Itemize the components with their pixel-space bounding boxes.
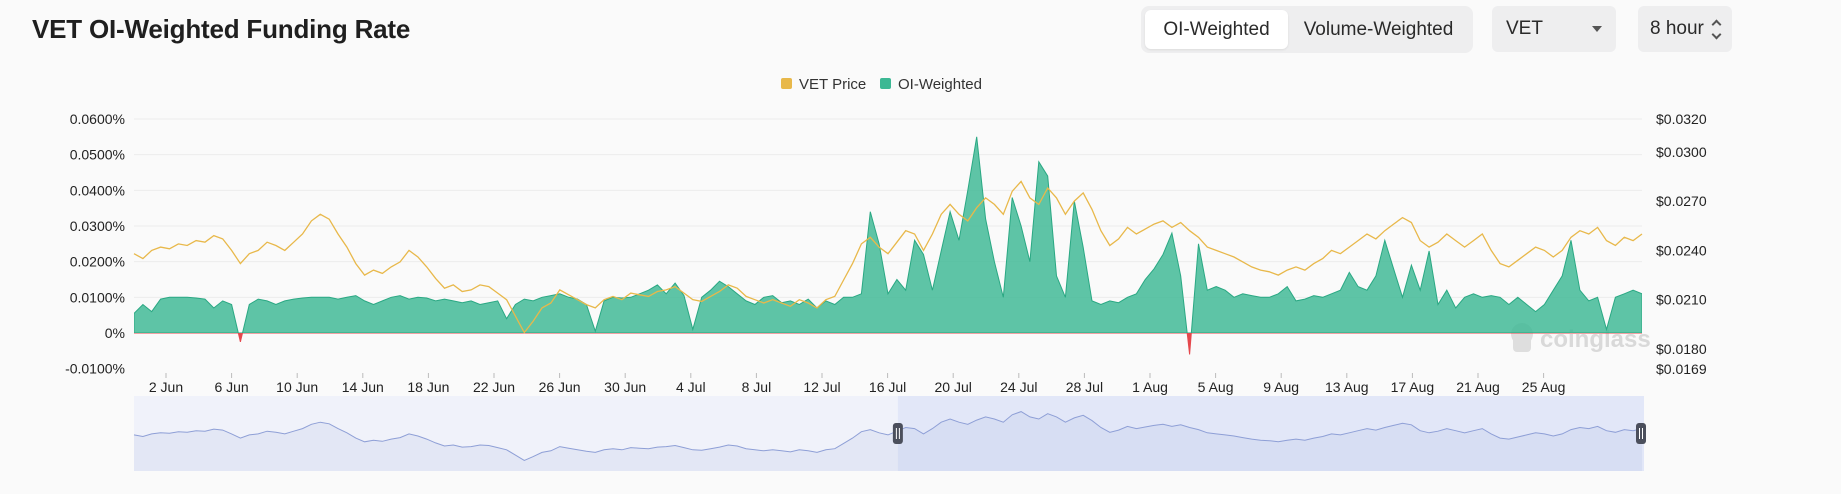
legend: VET Price OI-Weighted [781,76,982,93]
coinglass-logo-body [1513,336,1531,352]
coin-select-value: VET [1506,18,1543,39]
x-tick-label: 2 Jun [149,379,183,395]
legend-swatch-oi-weighted[interactable] [880,78,891,89]
x-tick-label: 10 Jun [276,379,318,395]
y-left-tick-label: 0.0500% [70,147,125,163]
navigator-left-handle[interactable] [892,423,903,444]
x-axis: 2 Jun 6 Jun 10 Jun 14 Jun 18 Jun 22 Jun 26 Jun… [149,373,1566,395]
navigator-price-line [133,411,1643,461]
weighting-toggle: OI-Weighted Volume-Weighted [1141,6,1473,53]
x-tick-label: 18 Jun [407,379,449,395]
y-right-tick-label: $0.0300 [1656,144,1707,160]
legend-swatch-price[interactable] [781,78,792,89]
y-left-tick-label: 0.0300% [70,218,125,234]
y-axis-right: $0.0320 $0.0300 $0.0270 $0.0240 $0.0210 $0.01… [1656,111,1707,377]
x-tick-label: 13 Aug [1325,379,1369,395]
navigator-price-area [134,411,1642,471]
y-left-tick-label: 0.0400% [70,182,125,198]
x-tick-label: 20 Jul [935,379,972,395]
navigator-selected-range[interactable] [897,396,1644,471]
x-tick-label: 30 Jun [604,379,646,395]
y-right-tick-label: $0.0270 [1656,193,1707,209]
interval-select[interactable]: 8 hour [1638,6,1732,52]
oi-weighted-area-positive [134,136,1642,333]
x-tick-label: 24 Jul [1000,379,1037,395]
x-tick-label: 21 Aug [1456,379,1500,395]
handle-grip[interactable] [1636,423,1646,444]
y-left-tick-label: -0.0100% [65,361,125,377]
x-tick-label: 14 Jun [342,379,384,395]
x-tick-label: 5 Aug [1198,379,1234,395]
legend-label-oi-weighted[interactable]: OI-Weighted [898,76,982,93]
handle-grip[interactable] [892,423,903,444]
navigator-right-handle[interactable] [1636,423,1646,444]
y-right-tick-label: $0.0320 [1656,111,1707,127]
legend-label-price[interactable]: VET Price [799,76,866,93]
x-tick-label: 25 Aug [1522,379,1566,395]
x-tick-label: 12 Jul [803,379,840,395]
x-tick-label: 26 Jun [539,379,581,395]
page-title: VET OI-Weighted Funding Rate [32,14,411,44]
x-tick-label: 4 Jul [676,379,706,395]
tab-oi-weighted[interactable]: OI-Weighted [1145,10,1288,49]
y-left-tick-label: 0.0100% [70,289,125,305]
x-tick-label: 16 Jul [869,379,906,395]
y-right-tick-label: $0.0240 [1656,242,1707,258]
x-tick-label: 28 Jul [1066,379,1103,395]
x-tick-label: 22 Jun [473,379,515,395]
x-tick-label: 8 Jul [742,379,772,395]
coin-select[interactable]: VET [1492,6,1616,52]
tab-volume-weighted[interactable]: Volume-Weighted [1303,18,1454,40]
x-tick-label: 17 Aug [1391,379,1435,395]
y-right-tick-label: $0.0169 [1656,361,1707,377]
y-left-tick-label: 0% [105,325,125,341]
y-right-tick-label: $0.0180 [1656,341,1707,357]
y-right-tick-label: $0.0210 [1656,292,1707,308]
x-tick-label: 9 Aug [1263,379,1299,395]
x-tick-label: 6 Jun [214,379,248,395]
range-navigator[interactable] [133,396,1646,471]
y-left-tick-label: 0.0600% [70,111,125,127]
x-tick-label: 1 Aug [1132,379,1168,395]
y-left-tick-label: 0.0200% [70,254,125,270]
chevron-down-icon [1592,26,1602,32]
y-axis-left: 0.0600% 0.0500% 0.0400% 0.0300% 0.0200% 0.010… [65,111,125,377]
vet-price-line [133,180,1643,334]
interval-select-value: 8 hour [1650,18,1704,39]
